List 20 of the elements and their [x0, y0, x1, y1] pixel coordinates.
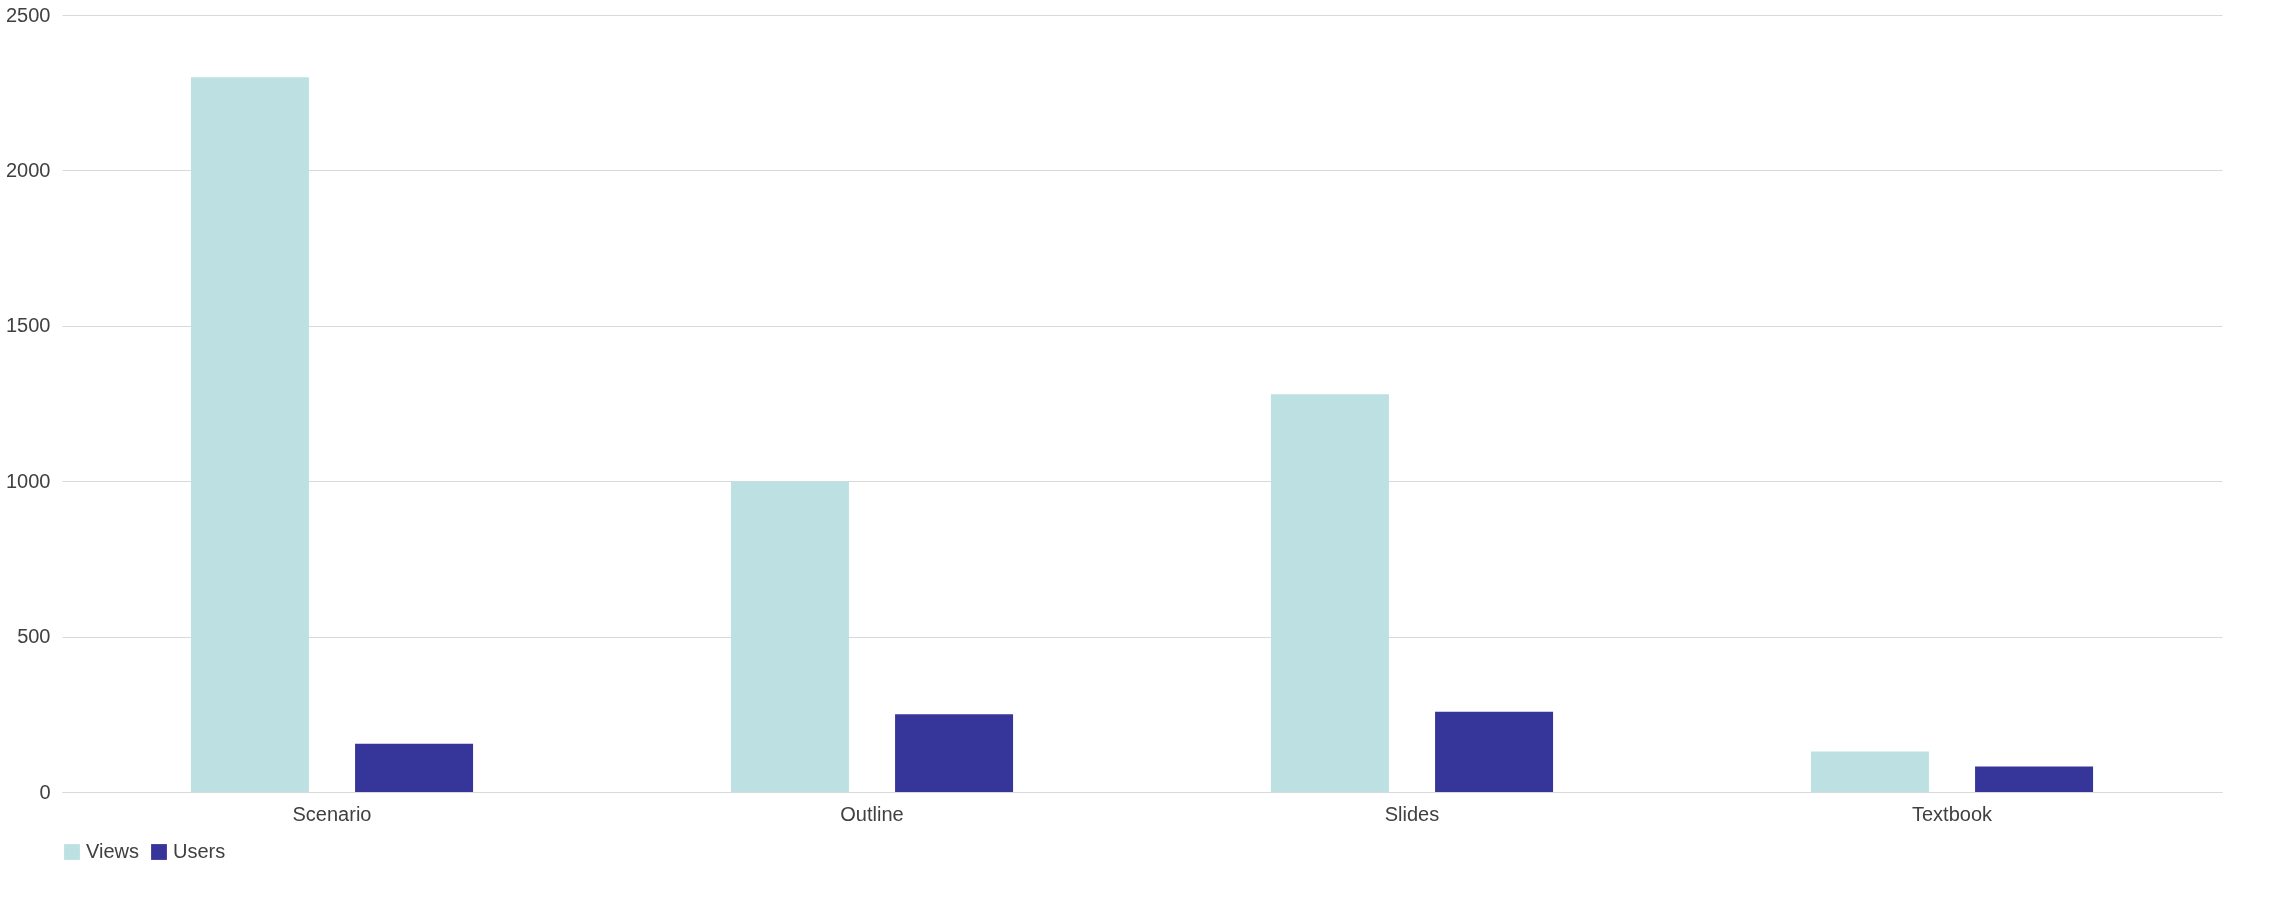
- x-tick-label: Outline: [840, 802, 904, 825]
- x-tick-label: Textbook: [1911, 802, 1994, 825]
- x-tick-label: Slides: [1384, 802, 1440, 825]
- bar: [1975, 766, 2094, 792]
- y-tick-label: 2500: [6, 3, 51, 26]
- bar: [190, 77, 309, 792]
- x-tick-label: Scenario: [292, 802, 372, 825]
- bar: [1270, 394, 1389, 792]
- legend-label: Users: [173, 840, 226, 862]
- y-tick-label: 1000: [6, 469, 51, 492]
- bar: [895, 714, 1014, 792]
- bar: [1435, 711, 1554, 792]
- legend-label: Views: [86, 840, 139, 862]
- bar: [1810, 751, 1929, 792]
- y-tick-label: 1500: [6, 314, 51, 337]
- y-tick-label: 0: [39, 780, 51, 803]
- bar: [730, 481, 849, 792]
- bar: [355, 743, 474, 792]
- y-tick-label: 2000: [6, 158, 51, 181]
- y-tick-label: 500: [17, 625, 51, 648]
